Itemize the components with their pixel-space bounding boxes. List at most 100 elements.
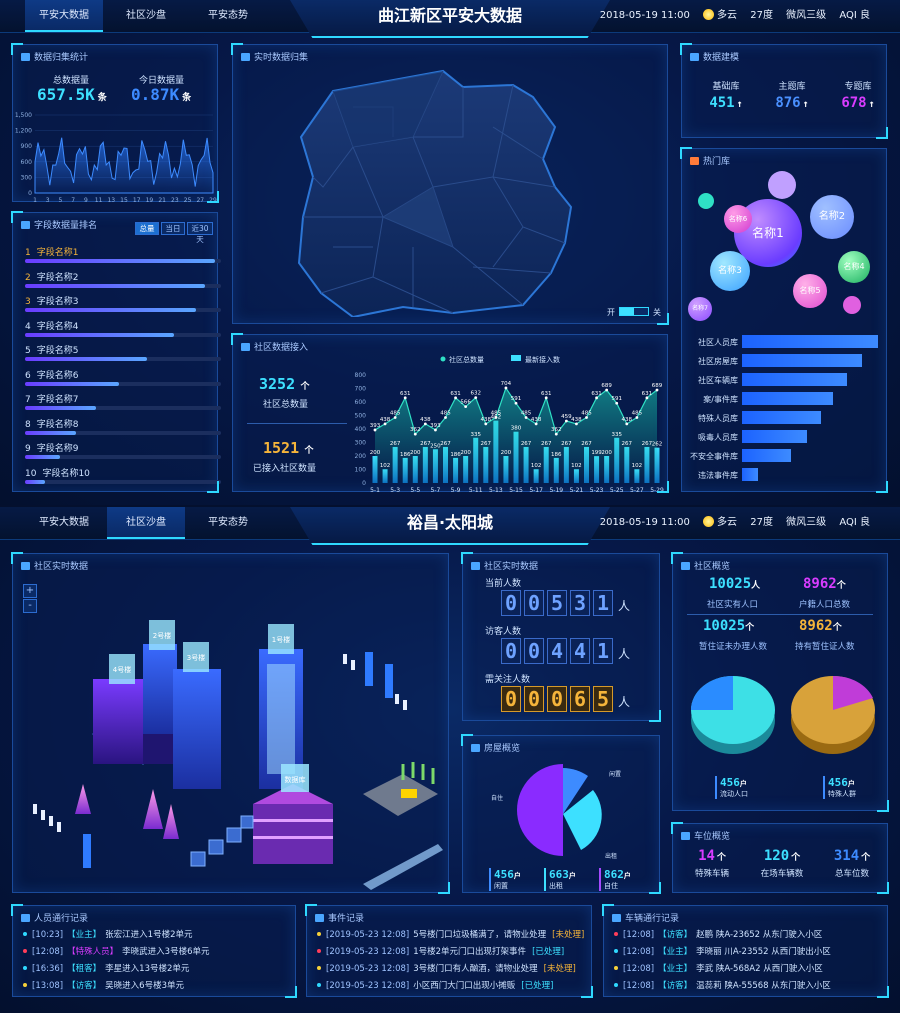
rank-label: 9 字段名称9 [25, 444, 79, 454]
parking-stat: 14 个特殊车辆 [694, 848, 729, 879]
parking-lot [363, 762, 438, 816]
district-map[interactable] [293, 67, 593, 317]
log-row[interactable]: [12:08] 【业主】 李武 陕A-568A2 从西门驶入小区 [614, 962, 823, 974]
line-label: 438 [420, 417, 431, 423]
filter-30day-button[interactable]: 近30天 [187, 222, 213, 244]
rank-item[interactable]: 2 字段名称2 [25, 270, 221, 294]
filter-total-button[interactable]: 总量 [135, 222, 159, 235]
topic-bubble[interactable]: 名称7 [688, 297, 712, 321]
building-3[interactable] [173, 669, 221, 789]
topic-bubble[interactable]: 名称3 [710, 251, 750, 291]
log-row[interactable]: [12:08] 【特殊人员】 李晓武进入3号楼6单元 [23, 945, 209, 957]
model-label: 主题库 [778, 82, 806, 92]
topic-bubble[interactable]: 名称5 [793, 274, 827, 308]
no-permit-value: 10025个 [703, 618, 755, 634]
hot-bar-label: 吸毒人员库 [698, 433, 738, 442]
model-value: 876 ↑ [775, 95, 809, 111]
log-row[interactable]: [2019-05-23 12:08] 1号楼2单元门口出现打架事件 [已处理] [317, 945, 564, 957]
tab-situation[interactable]: 平安态势 [208, 10, 248, 21]
log-row[interactable]: [12:08] 【访客】 赵鹏 陕A-23652 从东门驶入小区 [614, 928, 822, 940]
log-row[interactable]: [2019-05-23 12:08] 小区西门大门口出现小摊贩 [已处理] [317, 979, 553, 991]
x-tick: 5-27 [630, 487, 644, 493]
panel-title: 数据归集统计 [21, 50, 88, 63]
bar-label: 186 [551, 452, 562, 458]
hot-bar[interactable] [742, 392, 834, 405]
pie-label-idle: 闲置 [609, 770, 621, 778]
building-2[interactable] [143, 644, 177, 734]
topic-bubble[interactable]: 名称6 [724, 205, 752, 233]
iso-scene[interactable]: 4号楼 2号楼 3号楼 1号楼 数据库 [13, 584, 450, 892]
rank-item[interactable]: 8 字段名称8 [25, 417, 221, 441]
hot-bar[interactable] [742, 430, 808, 443]
rank-item[interactable]: 1 字段名称1 [25, 245, 221, 269]
tab-sandbox[interactable]: 社区沙盘 [107, 507, 185, 539]
hot-bar[interactable] [742, 335, 878, 348]
log-row[interactable]: [10:23] 【业主】 张宏江进入1号楼2单元 [23, 928, 192, 940]
rank-track [25, 308, 221, 312]
svg-text:2号楼: 2号楼 [153, 631, 171, 640]
line-point [393, 416, 397, 419]
panel-title: 车位概览 [681, 829, 730, 842]
model-item[interactable]: 专题库 678 ↑ [828, 79, 888, 111]
topic-bubble[interactable]: 名称4 [838, 251, 870, 283]
y-tick: 100 [355, 467, 367, 474]
tab-sandbox[interactable]: 社区沙盘 [126, 10, 166, 21]
line-point [494, 416, 498, 419]
bar-label: 250 [430, 443, 441, 449]
watch-label: 需关注人数 [485, 675, 531, 685]
rank-fill [25, 259, 216, 263]
screen-sandbox: 平安大数据 社区沙盘 平安态势 裕昌·太阳城 2018-05-19 11:00 … [0, 507, 900, 1013]
model-item[interactable]: 主题库 876 ↑ [762, 79, 822, 111]
log-row[interactable]: [12:08] 【业主】 李晓丽 川A-23552 从西门驶出小区 [614, 945, 831, 957]
building-2-tag: 2号楼 [149, 620, 175, 650]
zoom-in-button[interactable]: + [23, 584, 37, 598]
hot-bar[interactable] [742, 449, 791, 462]
hot-bar[interactable] [742, 468, 759, 481]
line-label: 438 [622, 417, 633, 423]
log-row[interactable]: [13:08] 【访客】 吴晓进入6号楼3单元 [23, 979, 184, 991]
rank-item[interactable]: 6 字段名称6 [25, 368, 221, 392]
line-label: 485 [491, 411, 502, 417]
bar-label: 262 [652, 442, 663, 448]
map-toggle[interactable] [619, 307, 649, 316]
rank-item[interactable]: 5 字段名称5 [25, 343, 221, 367]
tab-big-data[interactable]: 平安大数据 [39, 517, 89, 528]
ranking-panel: 字段数据量排名 总量 当日 近30天 1 字段名称1 2 字段名称2 3 字段名称3 4 字段… [11, 211, 221, 493]
log-row[interactable]: [12:08] 【访客】 温蕊莉 陕A-55568 从东门驶入小区 [614, 979, 831, 991]
rank-item[interactable]: 7 字段名称7 [25, 392, 221, 416]
tab-situation[interactable]: 平安态势 [208, 517, 248, 528]
log-row[interactable]: [2019-05-23 12:08] 3号楼门口有人酗酒，请物业处理 [未处理] [317, 962, 576, 974]
line-point [595, 396, 598, 400]
hot-bar[interactable] [742, 373, 847, 386]
topic-bubble[interactable]: 名称2 [810, 195, 854, 239]
building-4[interactable] [93, 679, 143, 764]
bar-label: 200 [410, 450, 421, 456]
hot-bar[interactable] [742, 354, 862, 367]
tab-big-data[interactable]: 平安大数据 [25, 0, 103, 32]
house-stat: 862户 自住 [599, 868, 631, 891]
rank-item[interactable]: 4 字段名称4 [25, 319, 221, 343]
zoom-out-button[interactable]: - [23, 599, 37, 613]
filter-today-button[interactable]: 当日 [161, 222, 185, 235]
log-row[interactable]: [2019-05-23 12:08] 5号楼门口垃圾桶满了，请物业处理 [未处理] [317, 928, 584, 940]
overview-pies [691, 675, 875, 754]
model-item[interactable]: 基础库 451 ↑ [696, 79, 756, 111]
population-value: 10025人 [709, 576, 761, 592]
y-tick: 800 [355, 372, 367, 379]
rank-item[interactable]: 9 字段名称9 [25, 441, 221, 465]
database-building[interactable]: 数据库 [253, 764, 333, 864]
people-icon [21, 914, 30, 922]
status-dot [317, 949, 321, 953]
rank-item[interactable]: 3 字段名称3 [25, 294, 221, 318]
x-tick: 5-21 [570, 487, 584, 493]
hot-bar[interactable] [742, 411, 821, 424]
bar-label: 199 [591, 450, 602, 456]
car-icon [612, 914, 621, 922]
total-label: 总数据量 [53, 76, 90, 86]
rank-item[interactable]: 10 字段名称10 [25, 466, 221, 490]
permit-value: 8962个 [799, 618, 842, 634]
line-label: 631 [591, 391, 602, 397]
log-row[interactable]: [16:36] 【租客】 李星进入13号楼2单元 [23, 962, 189, 974]
rank-label: 10 字段名称10 [25, 468, 90, 479]
